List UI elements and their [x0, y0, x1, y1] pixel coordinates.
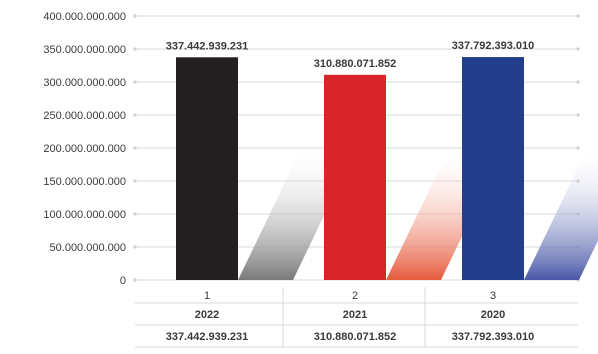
- y-tick-label: 200.000.000.000: [43, 143, 126, 155]
- table-cell: 337.792.393.010: [452, 331, 535, 343]
- bar-reflection: [524, 145, 598, 280]
- table-cell: 2022: [195, 309, 219, 321]
- data-label: 337.792.393.010: [452, 40, 535, 52]
- gridline-marker: [133, 14, 137, 18]
- x-tick-label: 3: [490, 290, 496, 302]
- y-tick-label: 150.000.000.000: [43, 176, 126, 188]
- data-label: 310.880.071.852: [314, 58, 397, 70]
- table-cell: 310.880.071.852: [314, 331, 397, 343]
- gridline-marker: [133, 179, 137, 183]
- x-tick-label: 1: [204, 290, 210, 302]
- gridline-marker: [133, 146, 137, 150]
- bar: [462, 57, 524, 280]
- gridline-marker: [133, 80, 137, 84]
- gridline-marker: [576, 47, 580, 51]
- gridline-marker: [576, 80, 580, 84]
- gridline-marker: [576, 113, 580, 117]
- y-tick-label: 350.000.000.000: [43, 44, 126, 56]
- gridline-marker: [576, 14, 580, 18]
- gridline-marker: [133, 47, 137, 51]
- x-tick-label: 2: [352, 290, 358, 302]
- table-cell: 2021: [343, 309, 367, 321]
- data-table: 1 2 3 2022 2021 2020 337.442.939.231 310.880.07…: [135, 287, 578, 348]
- bar: [324, 74, 386, 280]
- y-tick-label: 300.000.000.000: [43, 77, 126, 89]
- table-cell: 337.442.939.231: [166, 331, 249, 343]
- gridline-marker: [133, 113, 137, 117]
- data-labels: 337.442.939.231 310.880.071.852 337.792.39…: [166, 40, 535, 70]
- y-tick-label: 0: [120, 275, 126, 287]
- y-tick-label: 250.000.000.000: [43, 110, 126, 122]
- gridline-marker: [133, 245, 137, 249]
- bars: [176, 57, 524, 280]
- bar: [176, 57, 238, 280]
- y-axis: 0 50.000.000.000 100.000.000.000 150.000.00…: [43, 11, 126, 287]
- gridline-marker: [133, 278, 137, 282]
- y-tick-label: 50.000.000.000: [50, 242, 126, 254]
- table-cell: 2020: [481, 309, 505, 321]
- gridline-marker: [133, 212, 137, 216]
- y-tick-label: 100.000.000.000: [43, 209, 126, 221]
- data-label: 337.442.939.231: [166, 40, 249, 52]
- bar-reflections: [238, 145, 598, 280]
- y-tick-label: 400.000.000.000: [43, 11, 126, 23]
- gridline-marker: [576, 146, 580, 150]
